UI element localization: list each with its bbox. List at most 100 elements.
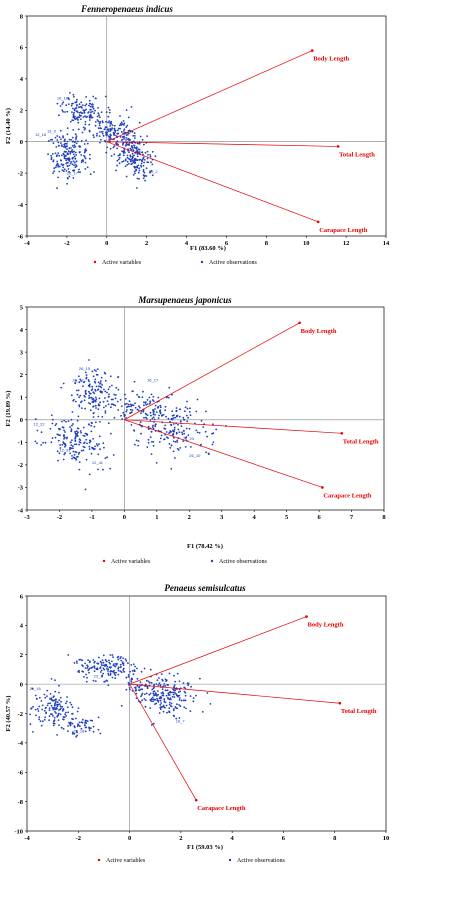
- observation-point: [140, 159, 143, 162]
- x-tick-label: 4: [253, 514, 257, 521]
- observation-point: [72, 160, 75, 163]
- observation-point: [192, 700, 195, 703]
- observation-point: [47, 702, 50, 705]
- observation-point: [175, 694, 178, 697]
- observation-point: [130, 680, 133, 683]
- observation-point: [110, 666, 112, 668]
- observation-point: [133, 429, 135, 431]
- observation-point: [112, 131, 115, 134]
- observation-point: [170, 698, 172, 701]
- observation-point: [75, 100, 78, 103]
- observation-point: [174, 457, 176, 459]
- observation-point: [90, 116, 93, 119]
- observation-point: [50, 414, 53, 417]
- observation-point: [175, 431, 178, 434]
- observation-point: [51, 437, 54, 439]
- observation-point: [79, 378, 82, 381]
- observation-point: [74, 382, 76, 384]
- observation-point: [158, 682, 161, 685]
- observation-point: [91, 370, 94, 373]
- observation-point: [103, 388, 105, 391]
- observation-point: [43, 718, 46, 721]
- observation-point: [183, 430, 185, 432]
- variable-vector: [129, 616, 307, 685]
- observation-point: [29, 723, 32, 726]
- observation-point: [62, 716, 65, 718]
- observation-point: [107, 422, 110, 425]
- observation-point: [119, 666, 122, 669]
- observation-point: [164, 409, 167, 412]
- observation-point: [60, 707, 62, 710]
- observation-point: [98, 114, 100, 117]
- observation-point: [83, 128, 86, 131]
- observation-point: [67, 725, 69, 727]
- variable-point: [310, 49, 314, 52]
- observation-point: [108, 109, 111, 111]
- observation-point: [60, 144, 63, 147]
- x-tick-label: -2: [64, 240, 69, 247]
- variable-label: Total Length: [341, 708, 377, 715]
- observation-point: [131, 157, 134, 160]
- observation-point: [63, 434, 65, 436]
- observation-point: [54, 711, 56, 713]
- observation-point: [190, 685, 193, 688]
- observation-point: [128, 151, 130, 154]
- observation-point: [110, 432, 112, 435]
- observation-point: [118, 162, 121, 165]
- observation-point: [105, 134, 108, 137]
- observation-point: [71, 411, 74, 413]
- chart-panel-2: Marsupenaeus japonicus -3 -2 -1 0 1 2 3 4 5 6 7 8 -4-…: [0, 290, 454, 580]
- observation-point: [78, 443, 80, 446]
- observation-point: [64, 431, 66, 433]
- observation-point: [64, 157, 67, 160]
- observation-point: [164, 685, 167, 687]
- observation-point: [108, 659, 110, 662]
- observation-point: [172, 423, 175, 425]
- observation-point: [130, 159, 132, 162]
- observation-point: [76, 731, 78, 734]
- observation-point: [67, 711, 70, 714]
- observation-point: [84, 115, 86, 118]
- observation-point: [97, 716, 100, 719]
- observation-point: [115, 663, 118, 666]
- observation-point: [57, 141, 60, 144]
- observation-point: [150, 414, 152, 417]
- observation-point: [57, 703, 60, 706]
- x-tick-label: 4: [185, 240, 189, 247]
- observation-point: [165, 694, 168, 697]
- observation-point: [63, 443, 66, 446]
- observation-point: [66, 165, 69, 168]
- observation-point: [50, 678, 53, 680]
- observation-point: [130, 106, 133, 108]
- observation-point: [66, 148, 68, 151]
- observation-point: [36, 708, 39, 710]
- observation-point: [109, 375, 112, 378]
- observation-point: [90, 452, 93, 455]
- observation-point: [70, 139, 73, 141]
- observation-point: [205, 451, 208, 454]
- observation-point: [55, 146, 58, 148]
- observation-point: [170, 431, 173, 433]
- observation-point: [123, 671, 125, 673]
- observation-point: [79, 171, 81, 174]
- observation-point: [72, 156, 74, 159]
- chart-title: Fenneropenaeus indicus: [80, 4, 173, 14]
- observation-point: [108, 395, 110, 398]
- observation-point: [133, 380, 136, 383]
- observation-point: [90, 430, 93, 433]
- observation-point: [99, 141, 101, 144]
- legend-marker-variables: [97, 858, 101, 862]
- observation-point: [167, 437, 169, 439]
- observation-point: [96, 389, 99, 391]
- observation-point: [110, 120, 113, 123]
- observation-point: [66, 706, 69, 709]
- observation-point: [55, 423, 58, 425]
- observation-point: [104, 140, 107, 143]
- observation-point: [117, 673, 120, 676]
- observation-point: [157, 417, 160, 419]
- observation-point: [52, 172, 54, 175]
- observation-point: [66, 143, 68, 145]
- observation-point: [143, 159, 146, 161]
- observation-point: [151, 163, 154, 166]
- x-tick-label: 8: [333, 835, 337, 842]
